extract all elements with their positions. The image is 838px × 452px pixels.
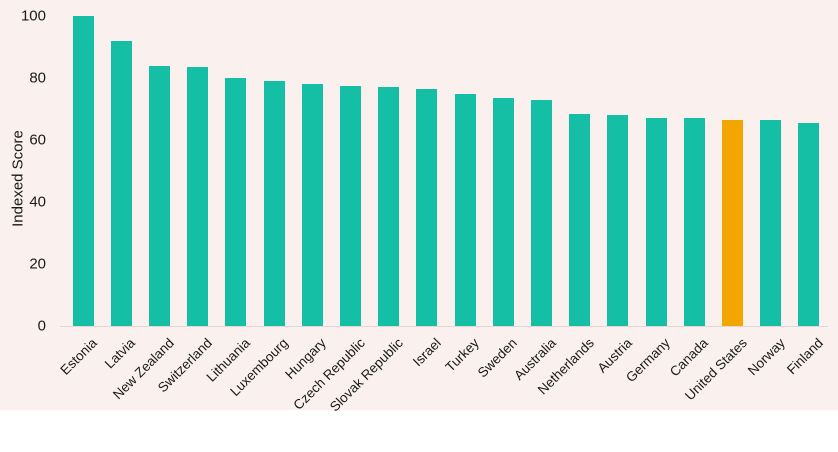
bar-austria [607, 115, 629, 326]
bar-slot: Canada [667, 16, 713, 379]
bar-turkey [454, 93, 476, 326]
bar-slot: Estonia [58, 16, 102, 378]
bar-slot: Sweden [475, 16, 522, 380]
bar-israel [416, 88, 438, 326]
y-tick-label: 0 [37, 317, 46, 335]
bar-norway [760, 119, 782, 326]
bar-slot: Australia [511, 16, 560, 383]
bar-new-zealand [149, 65, 170, 326]
bar-switzerland [187, 67, 209, 326]
bar-latvia [110, 40, 132, 326]
y-tick-label: 100 [20, 7, 46, 25]
bar-slot: Czech Republic [290, 16, 369, 413]
bar-luxembourg [263, 81, 285, 326]
bar-slot: Germany [623, 16, 675, 385]
bar-germany [645, 118, 667, 326]
bar-netherlands [569, 113, 591, 326]
bar-slot: Netherlands [535, 16, 599, 397]
bar-slot: United States [682, 16, 751, 403]
bar-slot: Slovak Republic [327, 16, 408, 414]
bar-slot: Israel [408, 16, 446, 369]
bar-czech-republic [340, 85, 362, 326]
bar-slot: Luxembourg [227, 16, 293, 399]
bar-estonia [72, 16, 94, 326]
bar-hungary [301, 84, 323, 326]
y-tick-label: 80 [29, 69, 46, 87]
y-axis: 0 20 40 60 80 100 [0, 9, 54, 334]
bar-finland [798, 122, 820, 326]
bar-slot: Lithuania [203, 16, 255, 385]
bar-united-states [722, 119, 744, 326]
plot-area: 0 20 40 60 80 100 Estonia Latvia New Zealand Swi… [21, 9, 828, 414]
bar-canada [683, 118, 705, 326]
bar-slot: Hungary [283, 16, 331, 382]
x-axis-line [60, 326, 828, 327]
bar-slot: Norway [745, 16, 790, 378]
bar-slot: Austria [595, 16, 637, 376]
bar-lithuania [225, 78, 247, 326]
bar-chart: Indexed Score 0 20 40 60 80 100 Estonia Latvia… [0, 0, 838, 414]
bars-container: Estonia Latvia New Zealand Switzerland Lithu… [58, 16, 828, 414]
bar-slot: Switzerland [155, 16, 217, 395]
bar-slovak-republic [378, 87, 400, 326]
bar-sweden [492, 98, 514, 326]
y-tick-label: 60 [29, 131, 46, 149]
bar-slot: Finland [784, 16, 828, 377]
bar-slot: Turkey [443, 16, 484, 375]
bar-slot: New Zealand [110, 16, 178, 402]
bar-slot: Latvia [102, 16, 140, 371]
y-tick-label: 20 [29, 255, 46, 273]
y-tick-label: 40 [29, 193, 46, 211]
bar-australia [531, 99, 553, 326]
